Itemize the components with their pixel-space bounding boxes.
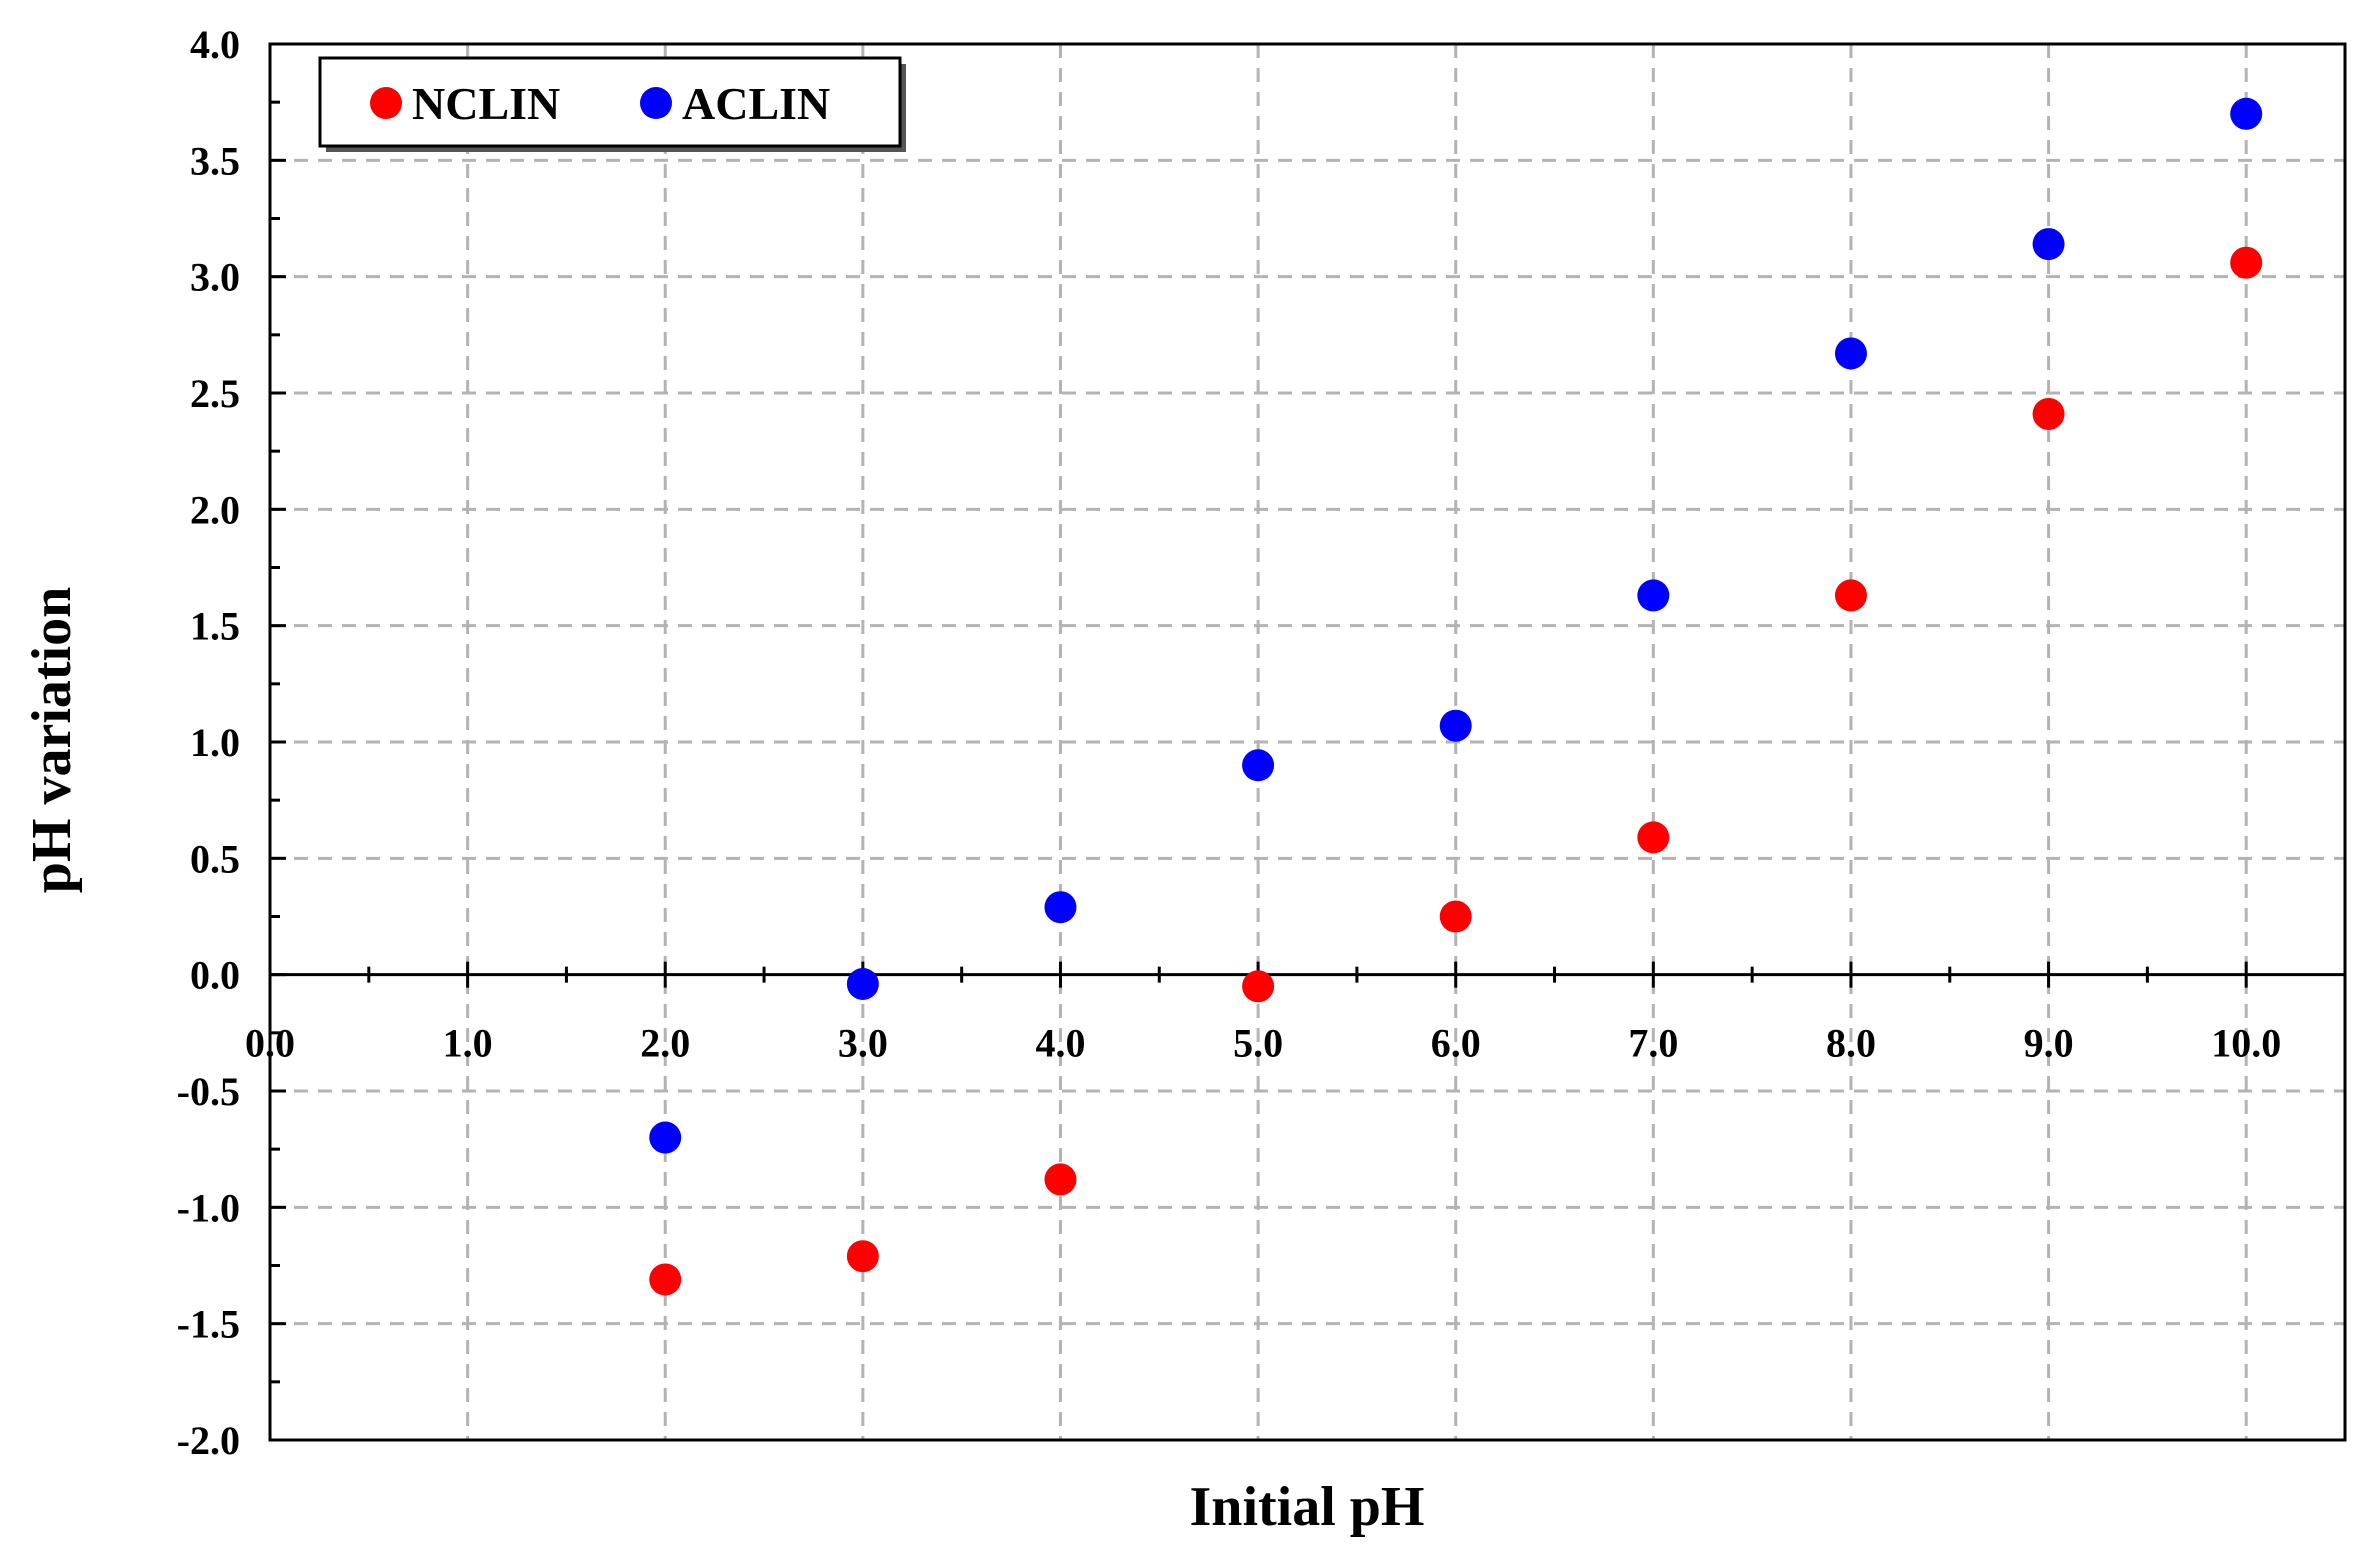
ticks: -2.0-1.5-1.0-0.50.00.51.01.52.02.53.03.5… [177, 22, 2282, 1463]
x-axis-title: Initial pH [1190, 1476, 1425, 1538]
grid [270, 44, 2345, 1440]
y-tick-label-0: -2.0 [177, 1418, 240, 1463]
point-nclin-6 [1834, 579, 1867, 612]
point-nclin-3 [1242, 970, 1275, 1003]
legend-label-aclin: ACLIN [682, 78, 830, 129]
legend-marker-nclin [370, 87, 402, 119]
point-nclin-8 [2230, 246, 2263, 279]
point-aclin-1 [846, 967, 879, 1000]
y-tick-label-6: 1.0 [190, 720, 240, 765]
x-tick-label-5: 5.0 [1233, 1021, 1283, 1066]
point-nclin-7 [2032, 397, 2065, 430]
y-tick-label-2: -1.0 [177, 1185, 240, 1230]
data-points [649, 97, 2263, 1296]
point-nclin-2 [1044, 1163, 1077, 1196]
x-tick-label-7: 7.0 [1628, 1021, 1678, 1066]
y-tick-label-7: 1.5 [190, 604, 240, 649]
point-aclin-7 [2032, 228, 2065, 261]
y-tick-label-11: 3.5 [190, 138, 240, 183]
x-tick-label-4: 4.0 [1035, 1021, 1085, 1066]
y-tick-label-8: 2.0 [190, 487, 240, 532]
point-nclin-5 [1637, 821, 1670, 854]
legend-box [318, 56, 902, 148]
point-nclin-1 [846, 1240, 879, 1273]
x-tick-label-2: 2.0 [640, 1021, 690, 1066]
x-tick-label-10: 10.0 [2211, 1021, 2281, 1066]
x-tick-label-9: 9.0 [2024, 1021, 2074, 1066]
y-tick-label-5: 0.5 [190, 836, 240, 881]
point-aclin-6 [1834, 337, 1867, 370]
legend-label-nclin: NCLIN [412, 78, 560, 129]
x-tick-label-3: 3.0 [838, 1021, 888, 1066]
point-aclin-3 [1242, 749, 1275, 782]
point-aclin-2 [1044, 891, 1077, 924]
legend: NCLIN ACLIN [318, 56, 906, 152]
y-tick-label-1: -1.5 [177, 1302, 240, 1347]
y-tick-label-12: 4.0 [190, 22, 240, 67]
x-tick-label-6: 6.0 [1431, 1021, 1481, 1066]
point-nclin-0 [649, 1263, 682, 1296]
point-aclin-4 [1439, 709, 1472, 742]
x-tick-label-1: 1.0 [443, 1021, 493, 1066]
point-nclin-4 [1439, 900, 1472, 933]
y-tick-label-4: 0.0 [190, 953, 240, 998]
y-tick-label-3: -0.5 [177, 1069, 240, 1114]
x-tick-label-8: 8.0 [1826, 1021, 1876, 1066]
point-aclin-5 [1637, 579, 1670, 612]
point-aclin-8 [2230, 97, 2263, 130]
legend-marker-aclin [640, 87, 672, 119]
y-tick-label-10: 3.0 [190, 255, 240, 300]
y-tick-label-9: 2.5 [190, 371, 240, 416]
y-axis-title: pH variation [21, 587, 83, 893]
x-tick-label-0: 0.0 [245, 1021, 295, 1066]
point-aclin-0 [649, 1121, 682, 1154]
